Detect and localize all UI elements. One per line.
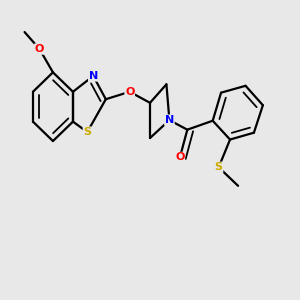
- Text: O: O: [175, 152, 184, 163]
- Text: S: S: [215, 162, 223, 172]
- Text: N: N: [165, 115, 174, 125]
- Text: N: N: [88, 71, 98, 81]
- Text: S: S: [83, 127, 91, 137]
- Text: O: O: [35, 44, 44, 54]
- Text: O: O: [125, 87, 134, 97]
